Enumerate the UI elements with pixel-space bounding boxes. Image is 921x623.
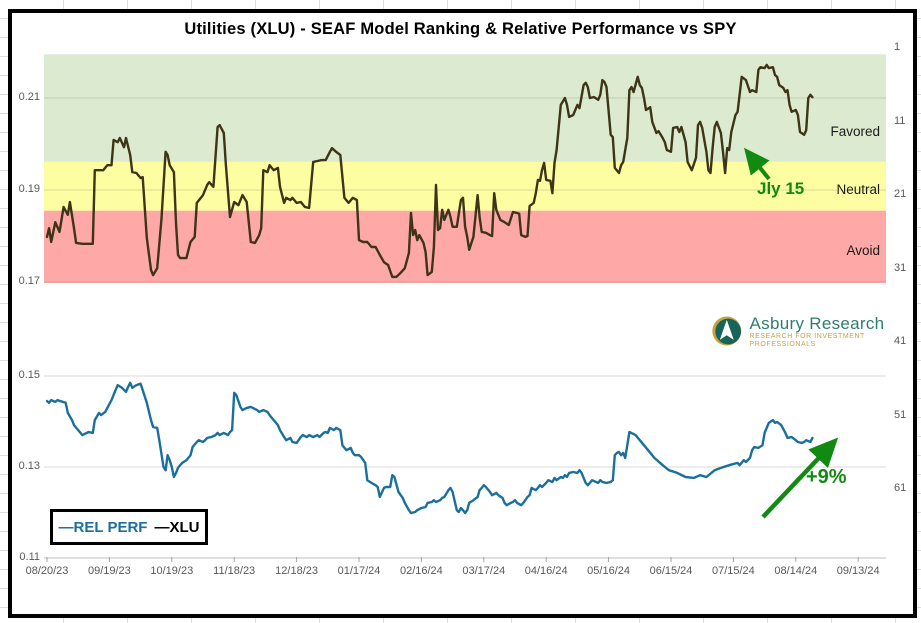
- legend: — REL PERF — XLU: [50, 509, 208, 545]
- rank-tick-label: 61: [894, 482, 907, 494]
- rank-tick-label: 11: [894, 114, 906, 127]
- legend-xlu-dash-icon: —: [154, 518, 170, 536]
- legend-rel-perf-label: REL PERF: [73, 518, 148, 536]
- x-tick-label: 09/13/24: [836, 565, 880, 577]
- chart-title: Utilities (XLU) - SEAF Model Ranking & R…: [184, 20, 737, 38]
- x-tick-label: 10/19/23: [150, 565, 194, 577]
- rank-tick-label: 1: [894, 41, 901, 53]
- x-tick-label: 06/15/24: [649, 565, 693, 577]
- x-tick-label: 12/18/23: [275, 565, 318, 577]
- y-tick-label: 0.19: [18, 183, 40, 195]
- rank-tick-label: 41: [894, 335, 907, 347]
- band-label-avoid: Avoid: [846, 243, 880, 258]
- asbury-logo-icon: [712, 316, 742, 346]
- legend-rel-perf-dash-icon: —: [58, 518, 74, 536]
- x-tick-label: 02/16/24: [399, 565, 443, 577]
- x-tick-label: 01/17/24: [337, 565, 381, 577]
- x-tick-label: 08/20/23: [25, 565, 69, 577]
- jly15-annotation: Jly 15: [757, 179, 805, 198]
- logo-name: Asbury Research: [749, 313, 885, 333]
- band-label-favored: Favored: [830, 124, 880, 139]
- gain-annotation: +9%: [806, 466, 847, 488]
- x-tick-label: 09/19/23: [87, 565, 131, 577]
- x-tick-label: 03/17/24: [462, 565, 506, 577]
- y-tick-label: 0.21: [18, 91, 40, 103]
- x-tick-label: 07/15/24: [711, 565, 755, 577]
- x-tick-label: 11/18/23: [213, 565, 256, 577]
- x-tick-label: 05/16/24: [587, 565, 630, 577]
- y-tick-label: 0.13: [18, 460, 40, 472]
- y-tick-label: 0.11: [19, 551, 40, 563]
- rank-tick-label: 51: [894, 408, 907, 421]
- y-tick-label: 0.15: [18, 369, 40, 381]
- x-tick-label: 04/16/24: [524, 565, 568, 577]
- band-label-neutral: Neutral: [836, 182, 880, 197]
- rank-tick-label: 31: [894, 261, 907, 274]
- logo-tagline: RESEARCH FOR INVESTMENT PROFESSIONALS: [749, 332, 865, 348]
- asbury-research-logo: Asbury Research RESEARCH FOR INVESTMENT …: [710, 313, 921, 349]
- x-tick-label: 08/14/24: [774, 565, 818, 577]
- legend-xlu-label: XLU: [169, 518, 200, 536]
- y-tick-label: 0.17: [18, 275, 40, 287]
- rank-tick-label: 21: [894, 188, 907, 200]
